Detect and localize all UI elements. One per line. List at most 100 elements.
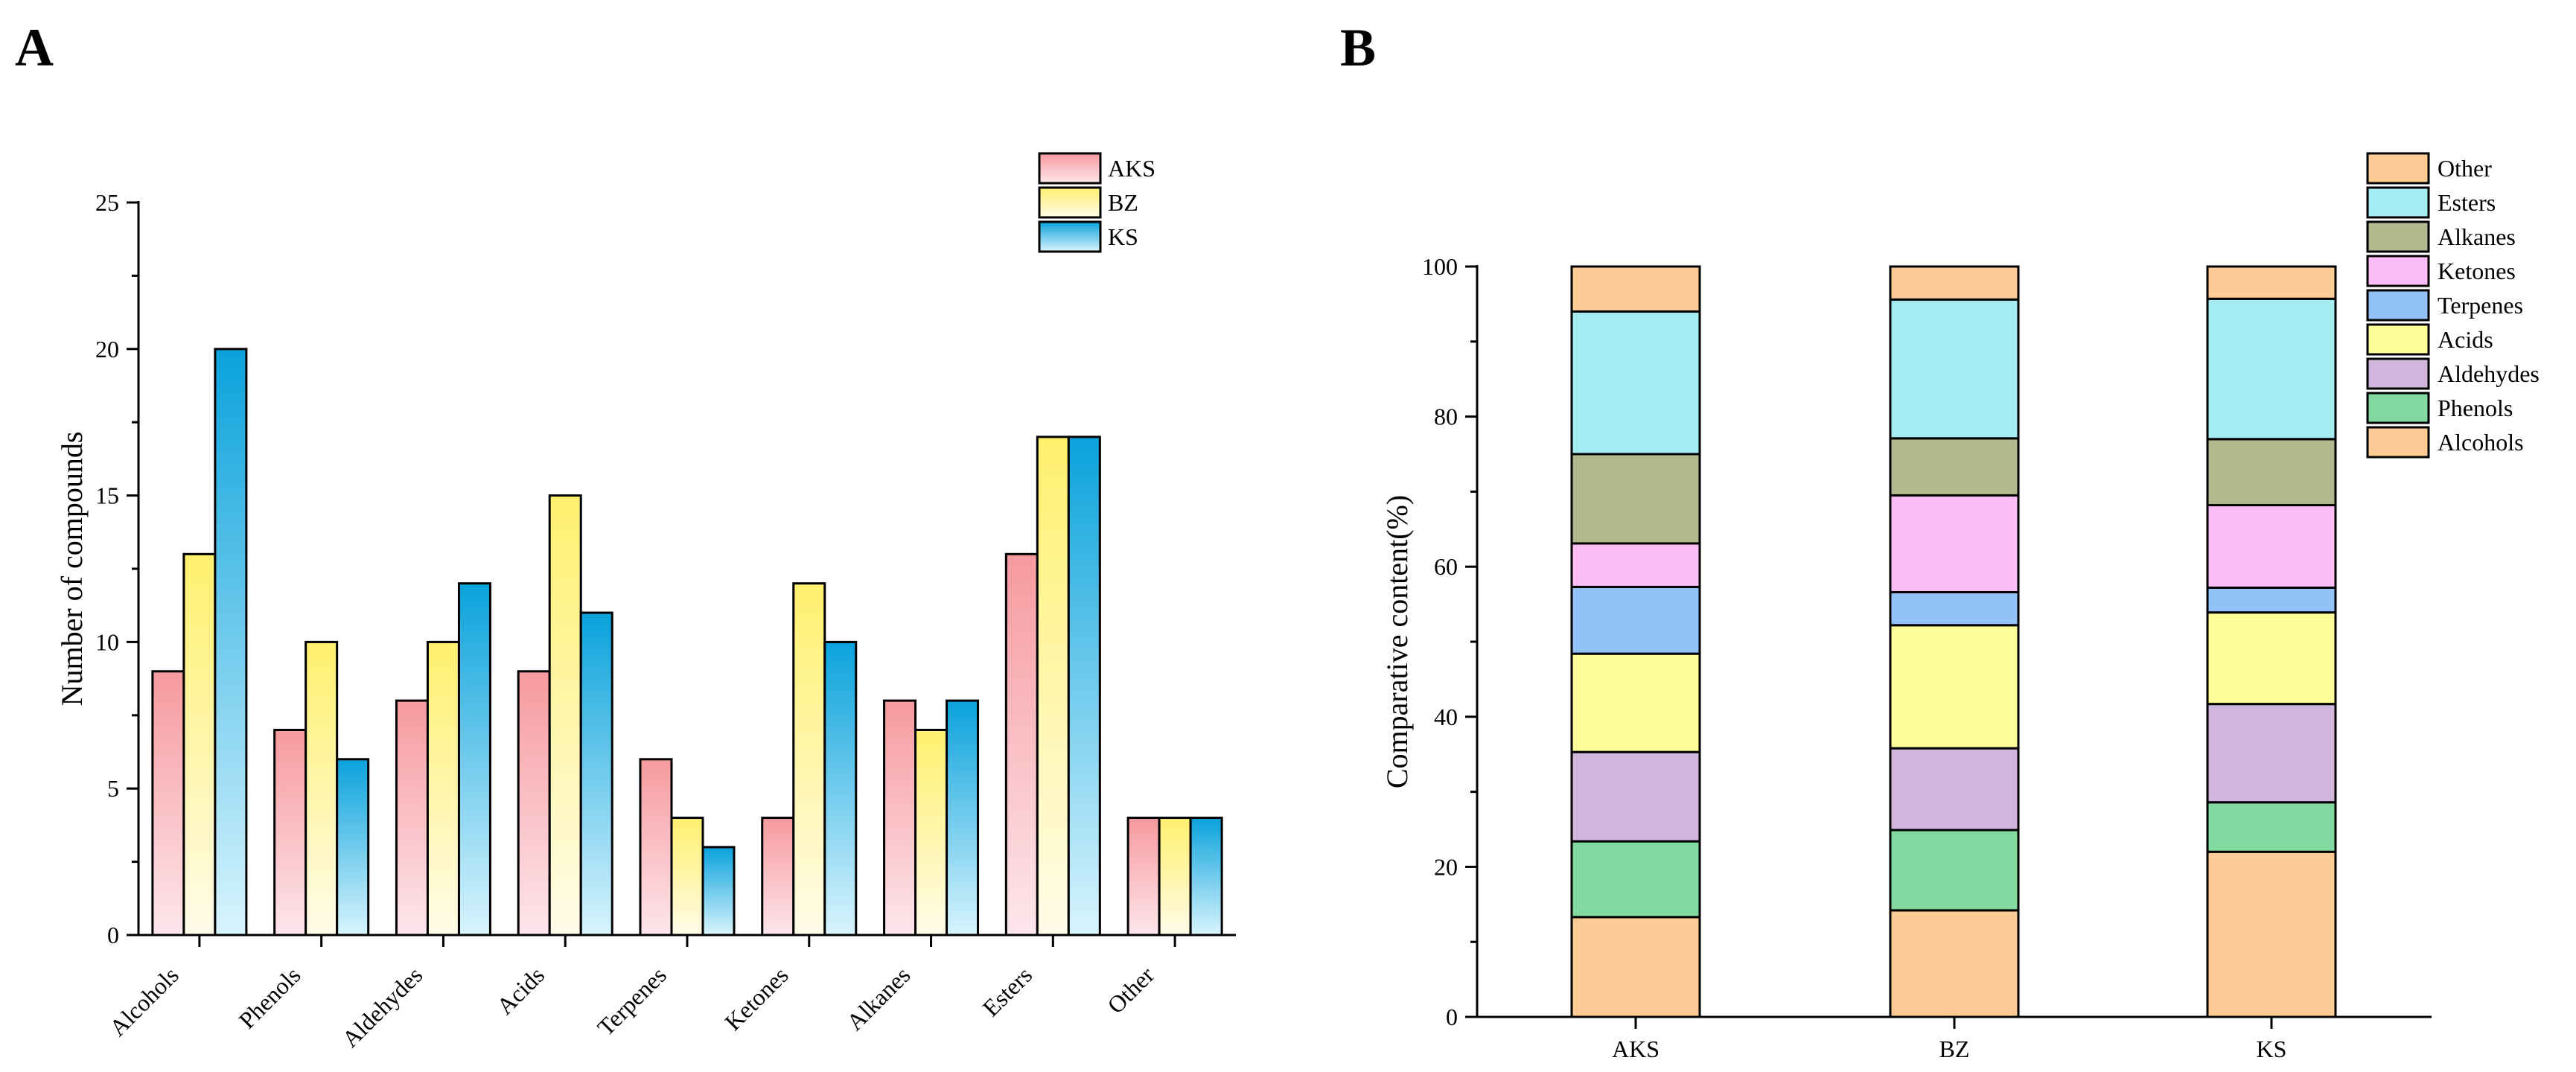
- bar-ketones-aks: [761, 817, 795, 937]
- legend-swatch-other: [2366, 152, 2430, 185]
- bar-terpenes-aks: [639, 758, 673, 937]
- bar-esters-aks: [1004, 552, 1039, 937]
- segment-aks-terpenes: [1570, 585, 1701, 655]
- legend-label-acids: Acids: [2438, 326, 2493, 353]
- legend-swatch-ketones: [2366, 255, 2430, 287]
- y-axis-title: Number of compounds: [55, 432, 89, 706]
- x-tick-label-bz: BZ: [1939, 1036, 1970, 1062]
- segment-bz-other: [1889, 265, 2020, 301]
- x-tick-label-ketones: Ketones: [719, 961, 794, 1036]
- bar-phenols-aks: [273, 728, 307, 937]
- y-tick-label-40: 40: [1434, 704, 1458, 730]
- bar-terpenes-ks: [701, 846, 736, 937]
- y-tick-label-15: 15: [95, 482, 119, 509]
- legend-label-ketones: Ketones: [2438, 258, 2516, 284]
- legend-label-bz: BZ: [1108, 189, 1138, 216]
- y-tick-label-0: 0: [107, 922, 119, 948]
- segment-aks-ketones: [1570, 542, 1701, 588]
- x-tick-label-aldehydes: Aldehydes: [337, 961, 427, 1052]
- legend-swatch-bz: [1038, 186, 1102, 219]
- segment-aks-esters: [1570, 310, 1701, 456]
- bar-other-aks: [1126, 817, 1161, 937]
- x-tick-label-terpenes: Terpenes: [592, 961, 672, 1041]
- y-tick-label-80: 80: [1434, 403, 1458, 430]
- segment-ks-esters: [2206, 297, 2337, 441]
- y-tick-label-20: 20: [1434, 853, 1458, 880]
- bar-alkanes-aks: [883, 699, 917, 937]
- bar-other-ks: [1189, 817, 1223, 937]
- segment-aks-alcohols: [1570, 916, 1701, 1018]
- legend-label-ks: KS: [1108, 223, 1138, 250]
- segment-bz-ketones: [1889, 494, 2020, 593]
- legend-label-aks: AKS: [1108, 155, 1155, 182]
- legend-swatch-aldehydes: [2366, 357, 2430, 390]
- bar-alcohols-bz: [182, 552, 217, 937]
- x-tick-label-alcohols: Alcohols: [104, 961, 184, 1041]
- y-tick-label-20: 20: [95, 336, 119, 363]
- bar-esters-ks: [1067, 436, 1101, 937]
- x-tick-label-other: Other: [1102, 961, 1159, 1018]
- bar-acids-aks: [517, 670, 551, 937]
- y-tick-label-0: 0: [1446, 1004, 1458, 1030]
- chart-a-grouped-bar: 0 5 10 15 20 25 Number of compounds Alcohols Phe…: [55, 152, 1236, 1053]
- legend-swatch-aks: [1038, 152, 1102, 185]
- bar-ketones-ks: [823, 640, 858, 937]
- segment-bz-alcohols: [1889, 909, 2020, 1018]
- bar-aldehydes-ks: [457, 582, 491, 937]
- y-tick-label-60: 60: [1434, 553, 1458, 580]
- segment-ks-phenols: [2206, 801, 2337, 853]
- x-tick-label-alkanes: Alkanes: [841, 961, 916, 1036]
- bar-acids-bz: [548, 494, 582, 937]
- segment-bz-aldehydes: [1889, 747, 2020, 832]
- segment-ks-alcohols: [2206, 850, 2337, 1018]
- segment-bz-acids: [1889, 624, 2020, 750]
- legend-swatch-acids: [2366, 323, 2430, 356]
- y-axis-title: Comparative content(%): [1380, 495, 1414, 788]
- legend-label-alkanes: Alkanes: [2438, 223, 2516, 250]
- bar-phenols-ks: [336, 758, 370, 937]
- segment-aks-acids: [1570, 652, 1701, 753]
- segment-ks-terpenes: [2206, 586, 2337, 614]
- segment-bz-terpenes: [1889, 590, 2020, 627]
- x-tick-label-phenols: Phenols: [233, 961, 305, 1033]
- segment-bz-esters: [1889, 298, 2020, 440]
- legend-label-terpenes: Terpenes: [2438, 292, 2523, 319]
- bar-other-bz: [1158, 817, 1192, 937]
- bar-ketones-bz: [792, 582, 826, 937]
- segment-ks-aldehydes: [2206, 703, 2337, 804]
- bar-alkanes-bz: [914, 728, 949, 937]
- y-tick-label-25: 25: [95, 189, 119, 216]
- legend-label-phenols: Phenols: [2438, 395, 2513, 421]
- bar-esters-bz: [1036, 436, 1070, 937]
- legend-label-esters: Esters: [2438, 189, 2496, 216]
- bar-aldehydes-bz: [426, 640, 460, 937]
- bar-terpenes-bz: [670, 817, 704, 937]
- segment-bz-phenols: [1889, 829, 2020, 912]
- bar-acids-ks: [579, 611, 613, 937]
- bar-alcohols-ks: [214, 348, 248, 937]
- legend-label-alcohols: Alcohols: [2438, 429, 2524, 456]
- bar-alcohols-aks: [151, 670, 185, 937]
- legend-swatch-esters: [2366, 186, 2430, 219]
- chart-b-stacked-bar: 0 20 40 60 80 100 Comparative content(%) AKS BZ K…: [1380, 152, 2540, 1062]
- segment-ks-alkanes: [2206, 438, 2337, 507]
- legend-label-other: Other: [2438, 155, 2492, 182]
- x-tick-label-aks: AKS: [1612, 1036, 1660, 1062]
- segment-aks-other: [1570, 265, 1701, 313]
- x-tick-label-acids: Acids: [491, 961, 549, 1019]
- legend-label-aldehydes: Aldehydes: [2438, 360, 2540, 387]
- segment-ks-other: [2206, 265, 2337, 300]
- segment-bz-alkanes: [1889, 437, 2020, 497]
- legend-swatch-phenols: [2366, 392, 2430, 424]
- bar-aldehydes-aks: [395, 699, 429, 937]
- y-tick-label-100: 100: [1422, 253, 1458, 280]
- legend-swatch-alkanes: [2366, 220, 2430, 253]
- panel-label-a: A: [15, 18, 54, 77]
- y-tick-label-5: 5: [107, 775, 119, 802]
- bar-alkanes-ks: [946, 699, 980, 937]
- x-tick-label-ks: KS: [2257, 1036, 2287, 1062]
- legend-swatch-alcohols: [2366, 426, 2430, 459]
- y-tick-label-10: 10: [95, 628, 119, 655]
- segment-aks-aldehydes: [1570, 750, 1701, 843]
